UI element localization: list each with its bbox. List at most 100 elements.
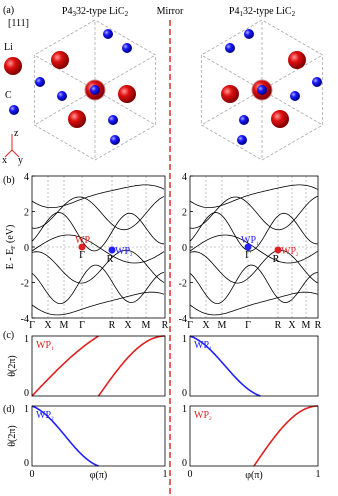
plot-frame [31,335,166,397]
y-tick-label: 2 [24,208,29,219]
c-atom [57,91,67,101]
band-line [189,196,318,231]
plot-frame [189,335,319,397]
k-label: M [142,320,151,331]
title-part: 32-type LiC [243,6,292,17]
label-main: WP [281,246,296,257]
c-atom [312,77,322,87]
c-atom [257,85,267,95]
c-atom [108,115,118,125]
cell-line [34,54,96,91]
weyl-label: WP1 [36,340,54,352]
weyl-point [78,243,86,251]
c-atom [9,105,19,115]
y-tick-label: 0 [24,388,29,399]
direction-label: [111] [8,18,29,29]
x-tick-label: 1 [163,469,168,480]
band-line [31,212,164,252]
label-sub: 2 [51,416,54,422]
cell-outline [200,19,324,161]
wilson-curve [189,335,261,397]
y-tick-label: 0 [182,458,187,469]
label-main: WP [194,340,209,351]
weyl-label: WP1 [194,340,212,352]
label-main: WP [36,340,51,351]
k-label: X [202,320,210,331]
y-tick-label: 2 [182,208,187,219]
k-label: Γ [79,320,85,331]
band-line [189,234,318,264]
y-tick-label: -2 [21,279,29,290]
wilson-curve [31,405,99,467]
axis-z-label: z [14,128,19,139]
y-tick-label: 0 [24,243,29,254]
weyl-label: WP2 [281,246,299,258]
k-label: Γ [187,320,193,331]
weyl-label: WP1 [75,235,93,247]
point-label: R [273,254,280,265]
panel-label: (b) [3,175,15,186]
k-label: R [315,320,322,331]
label-sub: F [11,245,17,249]
weyl-label: WP2 [36,410,54,422]
y-axis-label: θ(2π) [7,425,18,447]
band-line [31,196,165,231]
label-main: WP [194,410,209,421]
point-label: Γ [245,250,251,261]
content: (a)(b)(c)(d)Mirror[111]P4332-type LiC2 P4… [2,5,324,481]
title-sub: 3 [72,10,76,18]
li-label: Li [4,42,13,53]
weyl-point [274,246,282,254]
label-sub: 2 [130,253,133,258]
label-sub: 1 [51,346,54,352]
k-label: R [109,320,116,331]
li-atom [271,110,289,128]
band-line [189,212,318,252]
title-part: P4 [229,6,240,17]
li-atom [51,51,69,69]
band-line [31,249,165,284]
panel-label: (d) [3,404,15,415]
y-tick-label: 4 [24,172,29,183]
axis-y [11,149,20,158]
c-atom [122,43,132,53]
title-sub: 1 [239,10,243,18]
y-tick-label: -4 [179,314,187,325]
cell-outline [33,19,157,161]
band-line [189,291,318,316]
li-atom [221,85,239,103]
wilson-curve [97,335,165,397]
k-label: M [60,320,69,331]
structure-title: P4132-type LiC2 [229,6,296,18]
k-label: Γ [29,320,35,331]
structure-title: P4332-type LiC2 [62,6,129,18]
cell-line [201,89,263,126]
y-tick-label: 1 [24,404,29,415]
label-sub: 1 [209,346,212,352]
label-main: (eV) [5,225,16,246]
y-tick-label: 0 [182,243,187,254]
c-atom [225,43,235,53]
k-label: M [302,320,311,331]
li-atom [68,110,86,128]
title-part: P4 [62,6,73,17]
c-atom [110,135,120,145]
x-tick-label: 1 [316,469,321,480]
cell-line [261,89,323,126]
c-atom [244,29,254,39]
label-main: WP [36,410,51,421]
wilson-curve [253,405,318,467]
y-tick-label: 4 [182,172,187,183]
y-axis-label: θ(2π) [7,355,18,377]
axis-x [4,149,13,158]
label-main: WP [75,235,90,246]
y-tick-label: 1 [182,334,187,345]
cell-line [94,54,156,91]
c-atom [35,77,45,87]
band-line [31,184,165,208]
cell-line [201,54,263,91]
c-atom [237,135,247,145]
li-atom [118,85,136,103]
y-tick-label: 1 [182,404,187,415]
